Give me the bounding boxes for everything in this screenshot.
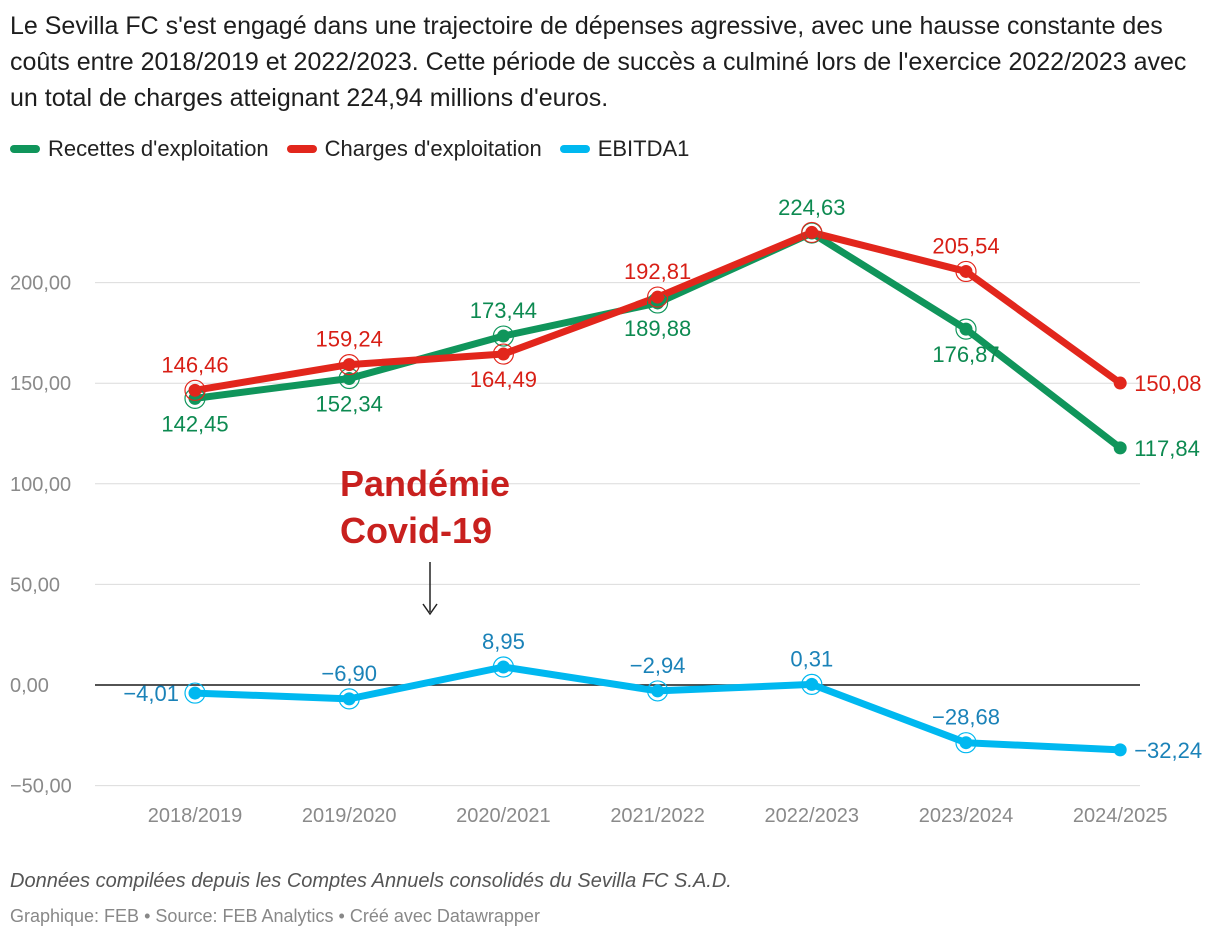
x-tick-label: 2018/2019 [148, 805, 243, 827]
data-point-ring-charges [492, 343, 514, 365]
data-point-ring-ebitda [955, 732, 977, 754]
chart-notes: Données compilées depuis les Comptes Ann… [10, 870, 732, 892]
credit-separator-1: • [144, 906, 151, 926]
data-point-ebitda [959, 736, 973, 750]
data-point-ebitda [342, 692, 356, 706]
data-label-charges: 205,54 [932, 233, 999, 258]
x-tick-label: 2019/2020 [302, 805, 397, 827]
data-label-ebitda: −4,01 [123, 681, 179, 706]
chart-title: Le Sevilla FC s'est engagé dans une traj… [10, 12, 1187, 112]
credit-created: Créé avec Datawrapper [349, 906, 540, 926]
data-label-ebitda: 0,31 [790, 646, 833, 671]
data-label-recettes: 176,87 [932, 342, 999, 367]
data-point-ring-charges [646, 286, 669, 308]
data-point-ring-ebitda [338, 688, 360, 710]
data-label-recettes: 152,34 [316, 391, 383, 416]
data-point-recettes [1113, 441, 1127, 455]
y-tick-label: 100,00 [10, 474, 71, 496]
x-tick-label: 2022/2023 [765, 805, 860, 827]
data-label-ebitda: −28,68 [932, 705, 1000, 730]
data-label-recettes: 224,63 [778, 195, 845, 220]
legend-item-recettes: Recettes d'exploitation [10, 136, 269, 162]
credit-separator-2: • [338, 906, 345, 926]
legend-swatch-recettes [10, 145, 40, 153]
credit-graphique: Graphique: FEB [10, 906, 140, 926]
legend-item-charges: Charges d'exploitation [286, 136, 542, 162]
legend-item-ebitda: EBITDA1 [559, 136, 690, 162]
data-point-ring-charges [338, 354, 360, 376]
data-point-ebitda [651, 684, 665, 698]
data-point-ebitda [188, 686, 202, 700]
annotation-arrow-head [422, 603, 438, 616]
data-point-recettes [959, 322, 973, 336]
data-point-ring-recettes [955, 318, 977, 340]
chart-legend: Recettes d'exploitation Charges d'exploi… [10, 136, 689, 162]
data-point-charges [651, 290, 665, 304]
data-label-recettes: 117,84 [1134, 436, 1200, 461]
data-label-ebitda: −32,24 [1134, 738, 1202, 763]
data-label-ebitda: −2,94 [630, 653, 686, 678]
annotation-line-1: Pandémie [340, 463, 510, 504]
data-label-recettes: 142,45 [161, 411, 228, 436]
x-tick-label: 2020/2021 [456, 805, 551, 827]
y-tick-label: 50,00 [10, 574, 60, 596]
line-chart: 200,00 150,00 100,00 50,00 0,00 −50,00 2018/20… [10, 195, 1202, 827]
data-point-recettes [342, 371, 356, 385]
data-point-charges [496, 347, 510, 361]
data-point-ring-ebitda [492, 656, 514, 678]
data-label-recettes: 173,44 [470, 298, 537, 323]
data-point-ebitda [805, 677, 819, 691]
data-label-ebitda: 8,95 [482, 629, 525, 654]
data-point-ring-charges [184, 379, 206, 401]
data-point-ring-ebitda [184, 682, 206, 704]
x-tick-label: 2023/2024 [919, 805, 1014, 827]
y-tick-label: −50,00 [10, 776, 72, 798]
legend-swatch-charges [286, 145, 317, 153]
data-label-charges: 192,81 [624, 259, 691, 284]
data-point-ring-recettes [492, 325, 514, 347]
data-label-charges: 159,24 [316, 327, 383, 352]
data-label-recettes: 189,88 [624, 316, 691, 341]
data-label-charges: 164,49 [470, 367, 537, 392]
data-point-charges [1113, 376, 1127, 390]
legend-label-recettes: Recettes d'exploitation [48, 136, 269, 161]
data-point-charges [805, 225, 819, 239]
data-point-ring-charges [801, 221, 823, 244]
data-label-charges: 150,08 [1134, 371, 1201, 396]
data-point-ring-ebitda [801, 673, 823, 695]
y-tick-label: 150,00 [10, 373, 71, 395]
legend-label-ebitda: EBITDA1 [597, 136, 690, 161]
data-point-recettes [496, 329, 510, 343]
data-point-ebitda [496, 660, 510, 674]
data-point-ebitda [1113, 743, 1127, 757]
x-tick-label: 2021/2022 [610, 805, 705, 827]
data-label-charges: 146,46 [161, 352, 228, 377]
annotation-line-2: Covid-19 [340, 510, 492, 551]
data-point-charges [342, 358, 356, 372]
legend-label-charges: Charges d'exploitation [324, 136, 542, 161]
x-tick-label: 2024/2025 [1073, 805, 1168, 827]
y-tick-label: 200,00 [10, 273, 71, 295]
chart-credit: Graphique: FEB • Source: FEB Analytics •… [10, 906, 540, 927]
data-point-charges [188, 383, 202, 397]
legend-swatch-ebitda [559, 145, 590, 153]
y-tick-label: 0,00 [10, 675, 49, 697]
credit-source: Source: FEB Analytics [155, 906, 334, 926]
data-label-ebitda: −6,90 [321, 661, 377, 686]
data-point-ring-charges [955, 260, 977, 283]
data-point-ring-ebitda [646, 680, 669, 702]
data-point-charges [959, 264, 973, 278]
